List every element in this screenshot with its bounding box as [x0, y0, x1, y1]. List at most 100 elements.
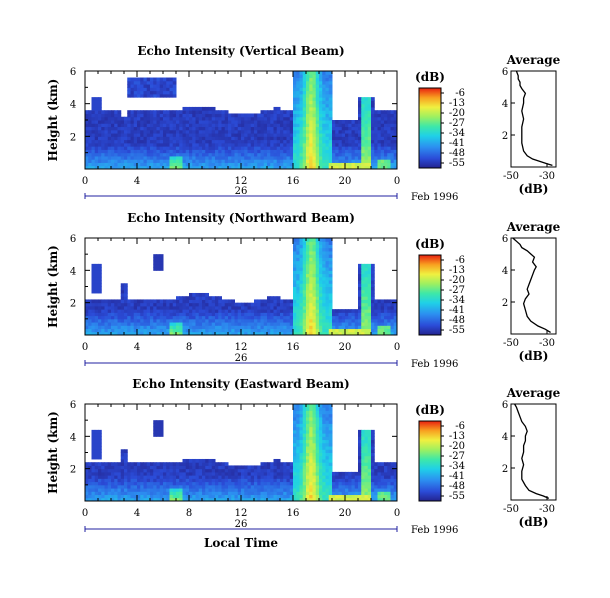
y-tick-label: 4 [70, 266, 76, 277]
heatmap-cell [293, 484, 297, 489]
heatmap-cell [306, 312, 310, 317]
heatmap-cell [315, 100, 320, 105]
heatmap-cell [322, 116, 326, 121]
heatmap-cell [107, 475, 112, 479]
heatmap-cell [146, 299, 151, 304]
heatmap-cell [205, 491, 209, 496]
heatmap-cell [358, 484, 362, 489]
heatmap-cell [374, 152, 378, 157]
heatmap-cell [104, 478, 109, 483]
heatmap-cell [91, 276, 96, 281]
heatmap-cell [150, 139, 154, 144]
heatmap-cell [153, 146, 157, 150]
heatmap-cell [231, 162, 235, 167]
heatmap-cell [192, 142, 196, 147]
heatmap-cell [283, 318, 287, 323]
heatmap-cell [137, 146, 141, 150]
heatmap-cell [306, 146, 310, 150]
heatmap-cell [390, 149, 395, 154]
heatmap-cell [172, 309, 177, 313]
heatmap-cell [325, 462, 330, 466]
heatmap-cell [244, 315, 248, 320]
heatmap-cell [120, 116, 125, 121]
heatmap-cell [299, 84, 304, 88]
heatmap-cell [312, 116, 317, 121]
heatmap-cell [101, 299, 105, 304]
heatmap-cell [332, 315, 336, 320]
heatmap-cell [315, 331, 320, 336]
heatmap-cell [367, 325, 372, 330]
heatmap-cell [163, 491, 167, 496]
heatmap-cell [302, 410, 307, 415]
heatmap-cell [380, 491, 385, 496]
heatmap-cell [341, 315, 346, 320]
heatmap-cell [120, 302, 125, 307]
heatmap-cell [319, 491, 323, 496]
heatmap-cell [208, 142, 213, 147]
heatmap-cell [257, 305, 261, 310]
heatmap-cell [172, 325, 177, 330]
heatmap-cell [192, 465, 196, 470]
heatmap-cell [367, 468, 372, 473]
heatmap-cell [345, 309, 349, 313]
heatmap-cell [299, 276, 304, 281]
heatmap-cell [202, 165, 206, 170]
heatmap-cell [315, 458, 320, 463]
heatmap-cell [312, 238, 317, 242]
heatmap-cell [380, 488, 385, 492]
heatmap-cell [189, 331, 193, 336]
heatmap-cell [289, 299, 294, 304]
heatmap-cell [104, 315, 109, 320]
heatmap-cell [267, 328, 271, 333]
heatmap-cell [143, 299, 148, 304]
heatmap-cell [341, 136, 346, 141]
heatmap-cell [250, 142, 255, 147]
heatmap-cell [159, 77, 164, 82]
heatmap-cell [153, 120, 157, 124]
heatmap-cell [127, 471, 131, 476]
heatmap-cell [88, 494, 92, 499]
heatmap-cell [273, 155, 278, 160]
heatmap-cell [358, 305, 362, 310]
heatmap-cell [312, 77, 317, 82]
heatmap-cell [374, 159, 378, 163]
heatmap-cell [94, 318, 99, 323]
heatmap-cell [111, 494, 115, 499]
heatmap-cell [390, 159, 395, 163]
heatmap-cell [221, 497, 226, 502]
heatmap-cell [202, 292, 206, 297]
heatmap-cell [104, 465, 109, 470]
heatmap-cell [257, 123, 261, 128]
heatmap-cell [309, 93, 313, 98]
heatmap-cell [179, 142, 183, 147]
heatmap-cell [218, 142, 222, 147]
heatmap-cell [380, 139, 385, 144]
heatmap-cell [328, 494, 333, 499]
heatmap-cell [270, 331, 274, 336]
heatmap-cell [325, 149, 330, 154]
heatmap-cell [176, 155, 180, 160]
heatmap-cell [198, 159, 203, 163]
heatmap-cell [322, 257, 326, 262]
heatmap-cell [114, 468, 118, 473]
heatmap-cell [319, 478, 323, 483]
heatmap-cell [273, 497, 278, 502]
heatmap-cell [159, 484, 164, 489]
heatmap-cell [351, 331, 356, 336]
heatmap-cell [247, 475, 252, 479]
heatmap-cell [234, 325, 239, 330]
heatmap-cell [364, 446, 369, 450]
heatmap-cell [104, 113, 109, 118]
heatmap-cell [88, 123, 92, 128]
heatmap-cell [195, 494, 200, 499]
heatmap-cell [111, 478, 115, 483]
heatmap-cell [322, 322, 326, 326]
heatmap-cell [286, 491, 291, 496]
heatmap-cell [309, 305, 313, 310]
heatmap-cell [208, 491, 213, 496]
heatmap-cell [371, 468, 375, 473]
heatmap-cell [215, 468, 219, 473]
heatmap-cell [156, 142, 161, 147]
heatmap-cell [133, 136, 138, 141]
heatmap-cell [94, 328, 99, 333]
